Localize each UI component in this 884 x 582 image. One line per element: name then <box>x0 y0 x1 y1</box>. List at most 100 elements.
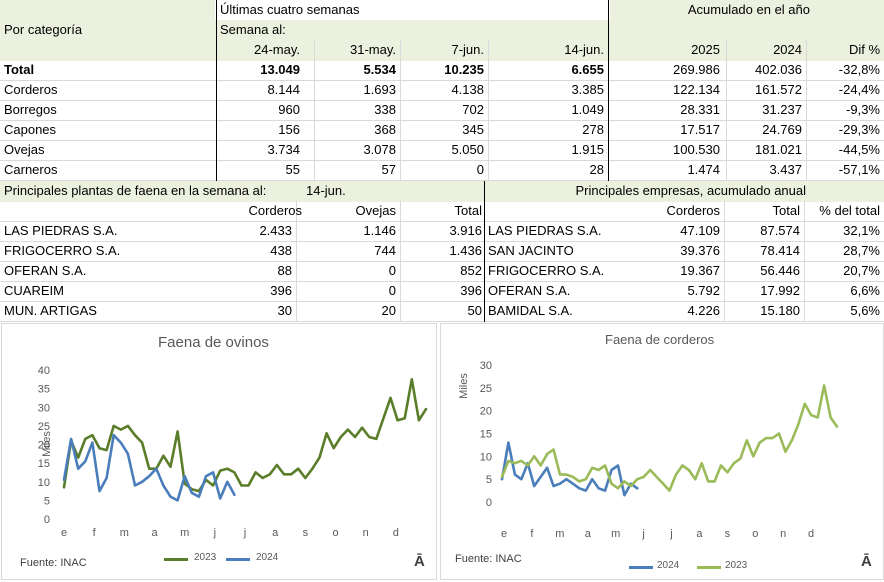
brand-logo-icon: Ā <box>861 553 872 570</box>
company-name: FRIGOCERRO S.A. <box>488 263 605 278</box>
cell-value: -32,8% <box>838 62 880 77</box>
chart-ovinos-plot: 0 5 10 15 20 25 30 35 40 Miles e f m a m j j a s o n d <box>38 365 428 539</box>
legend-label-2023: 2023 <box>194 552 217 563</box>
company-name: LAS PIEDRAS S.A. <box>488 223 602 238</box>
cell-value: 402.036 <box>755 62 802 77</box>
section-band <box>0 181 884 202</box>
cell-value: 2.433 <box>259 223 292 238</box>
chart-ovinos: Faena de ovinos 0 5 10 15 20 25 30 35 40 Miles e f m… <box>1 323 437 580</box>
row-label: Carneros <box>4 162 58 177</box>
y-tick-label: 15 <box>480 429 492 441</box>
y-axis-label: Miles <box>41 431 53 457</box>
cell-value: 5,6% <box>850 303 880 318</box>
chart-corderos: Faena de corderos 0 5 10 15 20 25 30 Miles e f m a m… <box>440 323 884 580</box>
x-tick-label: o <box>752 528 758 540</box>
x-tick-label: d <box>393 527 399 539</box>
cell-value: -29,3% <box>838 122 880 137</box>
series-line-2024 <box>62 433 236 502</box>
x-tick-label: a <box>585 528 592 540</box>
cell-value: 3.078 <box>363 142 396 157</box>
row-label: Corderos <box>4 82 58 97</box>
cell-value: 13.049 <box>260 62 300 77</box>
cell-value: 30 <box>277 303 292 318</box>
companies-col-pct: % del total <box>819 203 880 218</box>
row-label: Borregos <box>4 102 57 117</box>
cell-value: 4.138 <box>451 82 484 97</box>
cell-value: -44,5% <box>838 142 880 157</box>
x-tick-label: n <box>780 528 786 540</box>
companies-title: Principales empresas, acumulado anual <box>575 183 806 198</box>
chart-title: Faena de corderos <box>605 332 715 347</box>
y-tick-label: 10 <box>480 451 492 463</box>
chart-source: Fuente: INAC <box>455 553 522 565</box>
series-line-2023 <box>62 377 428 493</box>
cell-value: 1.915 <box>571 142 604 157</box>
series-line-2023 <box>500 384 839 492</box>
cell-value: 0 <box>388 263 396 278</box>
chart-source: Fuente: INAC <box>20 557 87 569</box>
cell-value: -9,3% <box>846 102 880 117</box>
plant-name: LAS PIEDRAS S.A. <box>4 223 118 238</box>
x-tick-label: f <box>530 528 534 540</box>
row-label: Total <box>4 62 35 77</box>
cell-value: 1.146 <box>363 223 396 238</box>
cell-value: 4.226 <box>687 303 720 318</box>
cell-value: 852 <box>460 263 482 278</box>
cell-value: 47.109 <box>680 223 720 238</box>
y-tick-label: 25 <box>38 421 50 433</box>
cell-value: 8.144 <box>267 82 300 97</box>
cell-value: 28,7% <box>843 243 880 258</box>
row-header-category: Por categoría <box>4 22 83 37</box>
cell-value: 5.534 <box>363 62 396 77</box>
x-tick-label: m <box>180 527 189 539</box>
header-band <box>0 20 884 61</box>
company-name: OFERAN S.A. <box>488 283 571 298</box>
y-tick-label: 15 <box>38 458 50 470</box>
legend-label-2023: 2023 <box>725 560 748 571</box>
col-header-week3: 7-jun. <box>451 42 484 57</box>
y-tick-label: 30 <box>480 360 492 372</box>
col-header-week1: 24-may. <box>254 42 300 57</box>
x-tick-label: a <box>272 527 279 539</box>
cell-value: 1.049 <box>571 102 604 117</box>
cell-value: 3.437 <box>769 162 802 177</box>
cell-value: 368 <box>374 122 396 137</box>
cell-value: 161.572 <box>755 82 802 97</box>
cell-value: 278 <box>582 122 604 137</box>
x-tick-label: m <box>120 527 129 539</box>
x-tick-label: s <box>725 528 731 540</box>
y-axis-label: Miles <box>458 373 470 399</box>
cell-value: 3.916 <box>449 223 482 238</box>
cell-value: 20 <box>381 303 396 318</box>
ytd-band <box>610 0 884 20</box>
cell-value: 1.436 <box>449 243 482 258</box>
cell-value: 24.769 <box>762 122 802 137</box>
col-header-week2: 31-may. <box>350 42 396 57</box>
plants-title: Principales plantas de faena en la seman… <box>4 183 267 198</box>
cell-value: 57 <box>381 162 396 177</box>
col-header-2025: 2025 <box>691 42 720 57</box>
plants-col-total: Total <box>454 203 482 218</box>
y-tick-label: 20 <box>38 440 50 452</box>
cell-value: 17.992 <box>760 283 800 298</box>
cell-value: 6.655 <box>571 62 604 77</box>
series-line-2024 <box>500 441 639 497</box>
x-tick-label: e <box>61 527 67 539</box>
y-tick-label: 35 <box>38 384 50 396</box>
y-tick-label: 0 <box>486 497 492 509</box>
cell-value: 78.414 <box>760 243 800 258</box>
cell-value: 88 <box>277 263 292 278</box>
row-label: Capones <box>4 122 57 137</box>
cell-value: 0 <box>476 162 484 177</box>
plant-name: FRIGOCERRO S.A. <box>4 243 121 258</box>
cell-value: 744 <box>374 243 396 258</box>
cell-value: 6,6% <box>850 283 880 298</box>
group-year-to-date: Acumulado en el año <box>687 2 810 17</box>
y-tick-label: 25 <box>480 383 492 395</box>
col-header-2024: 2024 <box>773 42 802 57</box>
cell-value: 181.021 <box>755 142 802 157</box>
corner-band <box>0 0 215 20</box>
chart-title: Faena de ovinos <box>158 334 269 351</box>
cell-value: 10.235 <box>444 62 484 77</box>
